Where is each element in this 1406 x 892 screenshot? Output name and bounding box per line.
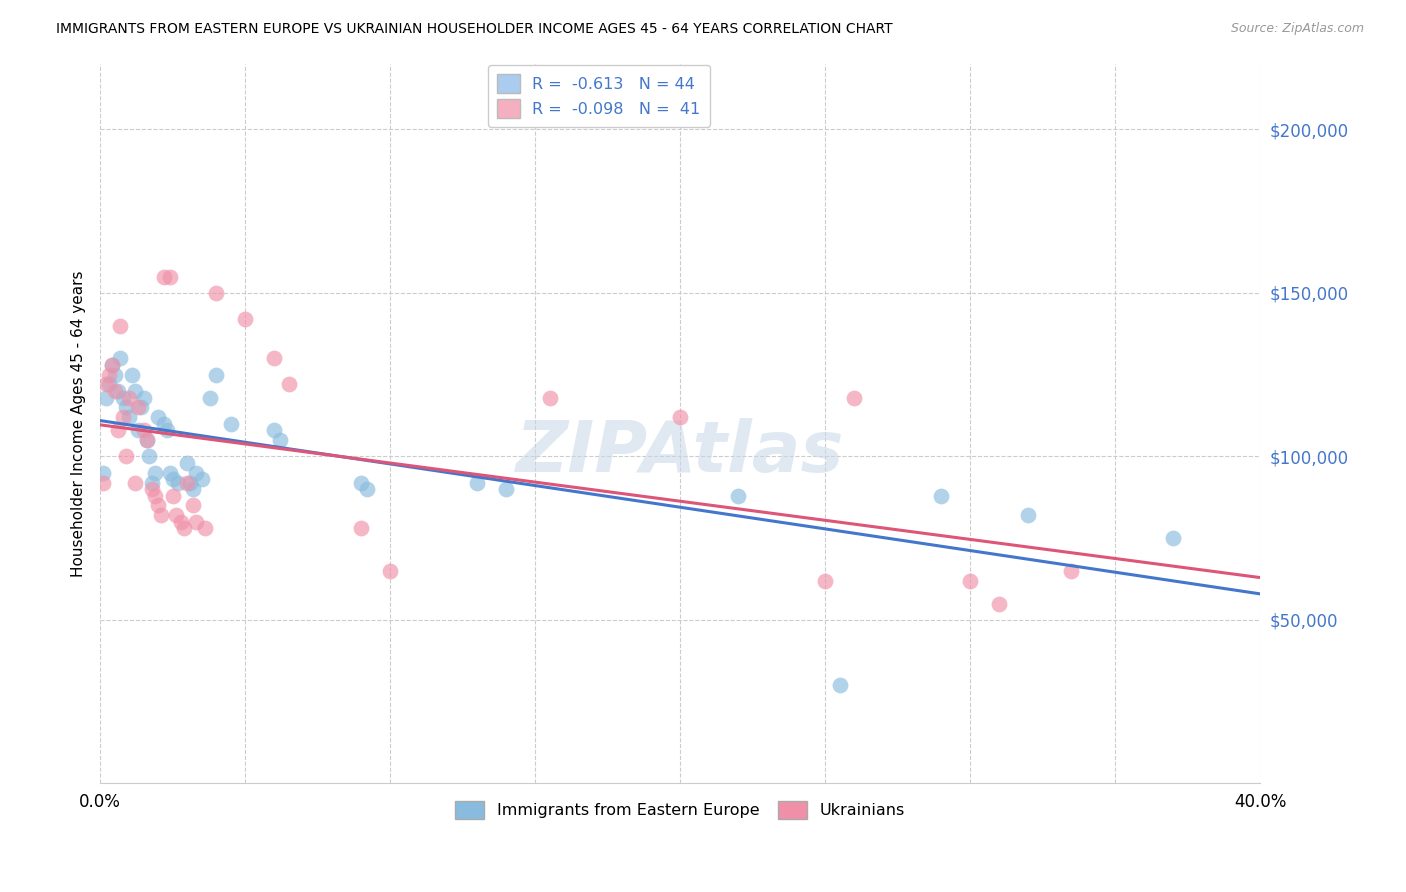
Point xyxy=(263,351,285,366)
Point xyxy=(184,515,207,529)
Point xyxy=(538,391,561,405)
Point xyxy=(350,521,373,535)
Point xyxy=(118,391,141,405)
Point xyxy=(143,466,166,480)
Y-axis label: Householder Income Ages 45 - 64 years: Householder Income Ages 45 - 64 years xyxy=(72,270,86,577)
Point xyxy=(94,377,117,392)
Point xyxy=(205,368,228,382)
Point xyxy=(1161,531,1184,545)
Point xyxy=(277,377,299,392)
Point xyxy=(193,521,215,535)
Point xyxy=(378,564,401,578)
Point xyxy=(146,410,169,425)
Point xyxy=(143,489,166,503)
Point xyxy=(181,499,204,513)
Point xyxy=(118,410,141,425)
Point xyxy=(107,423,129,437)
Point xyxy=(167,475,190,490)
Point xyxy=(115,401,138,415)
Point xyxy=(127,401,149,415)
Point xyxy=(669,410,692,425)
Point xyxy=(828,678,851,692)
Point xyxy=(104,384,127,398)
Point xyxy=(988,597,1011,611)
Point xyxy=(141,475,163,490)
Point xyxy=(200,391,222,405)
Point xyxy=(100,358,122,372)
Point xyxy=(129,401,152,415)
Point xyxy=(263,423,285,437)
Point xyxy=(107,384,129,398)
Point xyxy=(138,450,160,464)
Point xyxy=(233,312,256,326)
Point xyxy=(121,368,143,382)
Point xyxy=(495,482,517,496)
Point xyxy=(127,423,149,437)
Point xyxy=(135,433,157,447)
Point xyxy=(269,433,291,447)
Point xyxy=(97,377,120,392)
Point xyxy=(115,450,138,464)
Point xyxy=(150,508,173,523)
Point xyxy=(141,482,163,496)
Point xyxy=(165,508,187,523)
Point xyxy=(173,521,195,535)
Point xyxy=(135,433,157,447)
Point xyxy=(170,515,193,529)
Point xyxy=(356,482,378,496)
Point xyxy=(159,466,181,480)
Point xyxy=(190,472,212,486)
Point xyxy=(350,475,373,490)
Point xyxy=(842,391,865,405)
Point xyxy=(110,318,132,333)
Point xyxy=(1017,508,1039,523)
Point xyxy=(159,269,181,284)
Point xyxy=(112,391,135,405)
Point xyxy=(132,423,155,437)
Text: IMMIGRANTS FROM EASTERN EUROPE VS UKRAINIAN HOUSEHOLDER INCOME AGES 45 - 64 YEAR: IMMIGRANTS FROM EASTERN EUROPE VS UKRAIN… xyxy=(56,22,893,37)
Text: ZIPAtlas: ZIPAtlas xyxy=(516,418,844,487)
Point xyxy=(94,391,117,405)
Point xyxy=(1060,564,1083,578)
Legend: Immigrants from Eastern Europe, Ukrainians: Immigrants from Eastern Europe, Ukrainia… xyxy=(449,795,911,826)
Point xyxy=(156,423,179,437)
Point xyxy=(100,358,122,372)
Point xyxy=(176,475,198,490)
Point xyxy=(205,285,228,300)
Point xyxy=(153,417,176,431)
Point xyxy=(184,466,207,480)
Point xyxy=(153,269,176,284)
Point xyxy=(162,472,184,486)
Point xyxy=(97,368,120,382)
Point xyxy=(124,475,146,490)
Point xyxy=(959,574,981,588)
Point xyxy=(176,456,198,470)
Point xyxy=(91,475,114,490)
Point xyxy=(132,391,155,405)
Point xyxy=(814,574,837,588)
Point xyxy=(727,489,749,503)
Point xyxy=(181,482,204,496)
Point xyxy=(124,384,146,398)
Point xyxy=(91,466,114,480)
Point xyxy=(104,368,127,382)
Point xyxy=(219,417,242,431)
Point xyxy=(162,489,184,503)
Text: Source: ZipAtlas.com: Source: ZipAtlas.com xyxy=(1230,22,1364,36)
Point xyxy=(112,410,135,425)
Point xyxy=(179,475,201,490)
Point xyxy=(465,475,488,490)
Point xyxy=(110,351,132,366)
Point xyxy=(146,499,169,513)
Point xyxy=(929,489,952,503)
